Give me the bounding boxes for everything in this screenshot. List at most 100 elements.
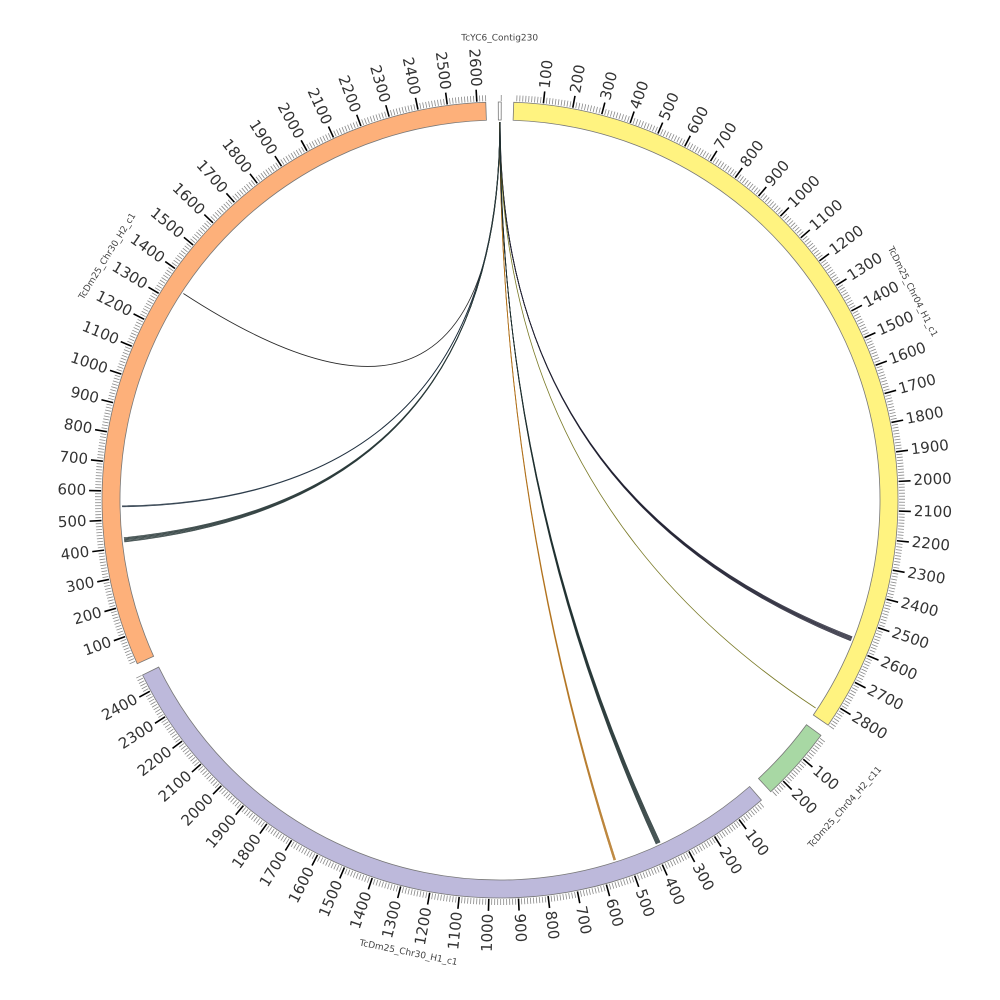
minor-tick (875, 632, 882, 636)
minor-tick (897, 465, 904, 467)
tick-label: 600 (683, 103, 712, 137)
minor-tick (164, 272, 171, 277)
minor-tick (878, 624, 885, 628)
minor-tick (422, 102, 425, 109)
minor-tick (128, 338, 135, 342)
minor-tick (586, 104, 590, 111)
minor-tick (773, 205, 779, 211)
minor-tick (250, 180, 256, 186)
minor-tick (309, 851, 313, 858)
minor-tick (801, 761, 807, 766)
minor-tick (101, 427, 108, 430)
minor-tick (638, 120, 642, 126)
major-tick (892, 569, 905, 574)
tick-label: 900 (69, 383, 101, 407)
minor-tick (243, 185, 249, 191)
minor-tick (410, 889, 413, 896)
minor-tick (325, 134, 329, 141)
minor-tick (101, 424, 109, 427)
minor-tick (106, 593, 113, 596)
major-tick (235, 805, 245, 816)
major-tick (800, 229, 811, 239)
minor-tick (780, 782, 786, 788)
minor-tick (461, 897, 463, 904)
ideogram-TcDm25_Chr30_H2_c1[interactable] (101, 101, 487, 665)
minor-tick (752, 808, 758, 814)
minor-tick (248, 182, 253, 188)
minor-tick (97, 457, 104, 459)
minor-tick (863, 663, 870, 667)
minor-tick (325, 859, 329, 866)
minor-tick (230, 797, 235, 803)
minor-tick (133, 327, 140, 331)
minor-tick (551, 98, 554, 105)
minor-tick (120, 357, 127, 361)
minor-tick (413, 104, 416, 111)
ideogram-TcDm25_Chr04_H2_c11[interactable] (757, 724, 822, 793)
minor-tick (255, 176, 260, 182)
minor-tick (892, 572, 899, 575)
minor-tick (814, 745, 820, 750)
ideogram-TcYC6_Contig230[interactable] (497, 101, 502, 121)
minor-tick (794, 226, 800, 232)
tick-label: 2300 (906, 563, 947, 587)
minor-tick (283, 836, 287, 843)
minor-tick (760, 193, 765, 199)
minor-tick (733, 822, 739, 829)
ideogram-layer (101, 101, 899, 899)
minor-tick (355, 121, 359, 128)
minor-tick (808, 752, 814, 757)
major-tick (877, 626, 890, 633)
minor-tick (799, 763, 805, 768)
ideogram-TcDm25_Chr30_H1_c1[interactable] (142, 666, 763, 899)
minor-tick (895, 552, 902, 554)
tick-label: 2200 (911, 533, 951, 555)
minor-tick (813, 249, 819, 255)
minor-tick (168, 267, 174, 272)
minor-tick (107, 397, 114, 401)
minor-tick (888, 409, 895, 412)
minor-tick (212, 781, 218, 786)
minor-tick (437, 894, 439, 901)
minor-tick (890, 581, 897, 584)
minor-tick (392, 109, 396, 116)
minor-tick (872, 641, 879, 645)
minor-tick (381, 112, 384, 119)
links-layer (122, 121, 853, 861)
minor-tick (591, 888, 594, 895)
minor-tick (575, 102, 578, 109)
link (499, 121, 616, 861)
minor-tick (853, 313, 860, 317)
minor-tick (874, 635, 881, 639)
minor-tick (870, 646, 877, 650)
minor-tick (97, 451, 104, 453)
minor-tick (288, 154, 292, 160)
minor-tick (745, 813, 751, 820)
ideogram-TcDm25_Chr04_H1_c1[interactable] (512, 101, 899, 726)
minor-tick (202, 224, 208, 230)
minor-tick (883, 388, 890, 392)
minor-tick (838, 710, 845, 715)
minor-tick (732, 170, 737, 177)
minor-tick (103, 581, 110, 584)
minor-tick (653, 867, 657, 874)
minor-tick (897, 459, 904, 462)
minor-tick (118, 363, 125, 367)
major-tick (835, 278, 847, 287)
minor-tick (896, 453, 903, 456)
minor-tick (694, 146, 699, 153)
minor-tick (404, 887, 407, 894)
minor-tick (793, 770, 799, 775)
major-tick (94, 428, 108, 433)
minor-tick (889, 584, 896, 587)
minor-tick (258, 174, 263, 180)
minor-tick (660, 129, 664, 135)
minor-tick (691, 849, 695, 856)
tick-label: 1000 (478, 914, 497, 953)
minor-tick (628, 877, 632, 884)
minor-tick (248, 812, 253, 819)
minor-tick (267, 827, 273, 833)
major-tick (891, 419, 904, 424)
major-tick (661, 864, 668, 876)
minor-tick (545, 97, 548, 104)
